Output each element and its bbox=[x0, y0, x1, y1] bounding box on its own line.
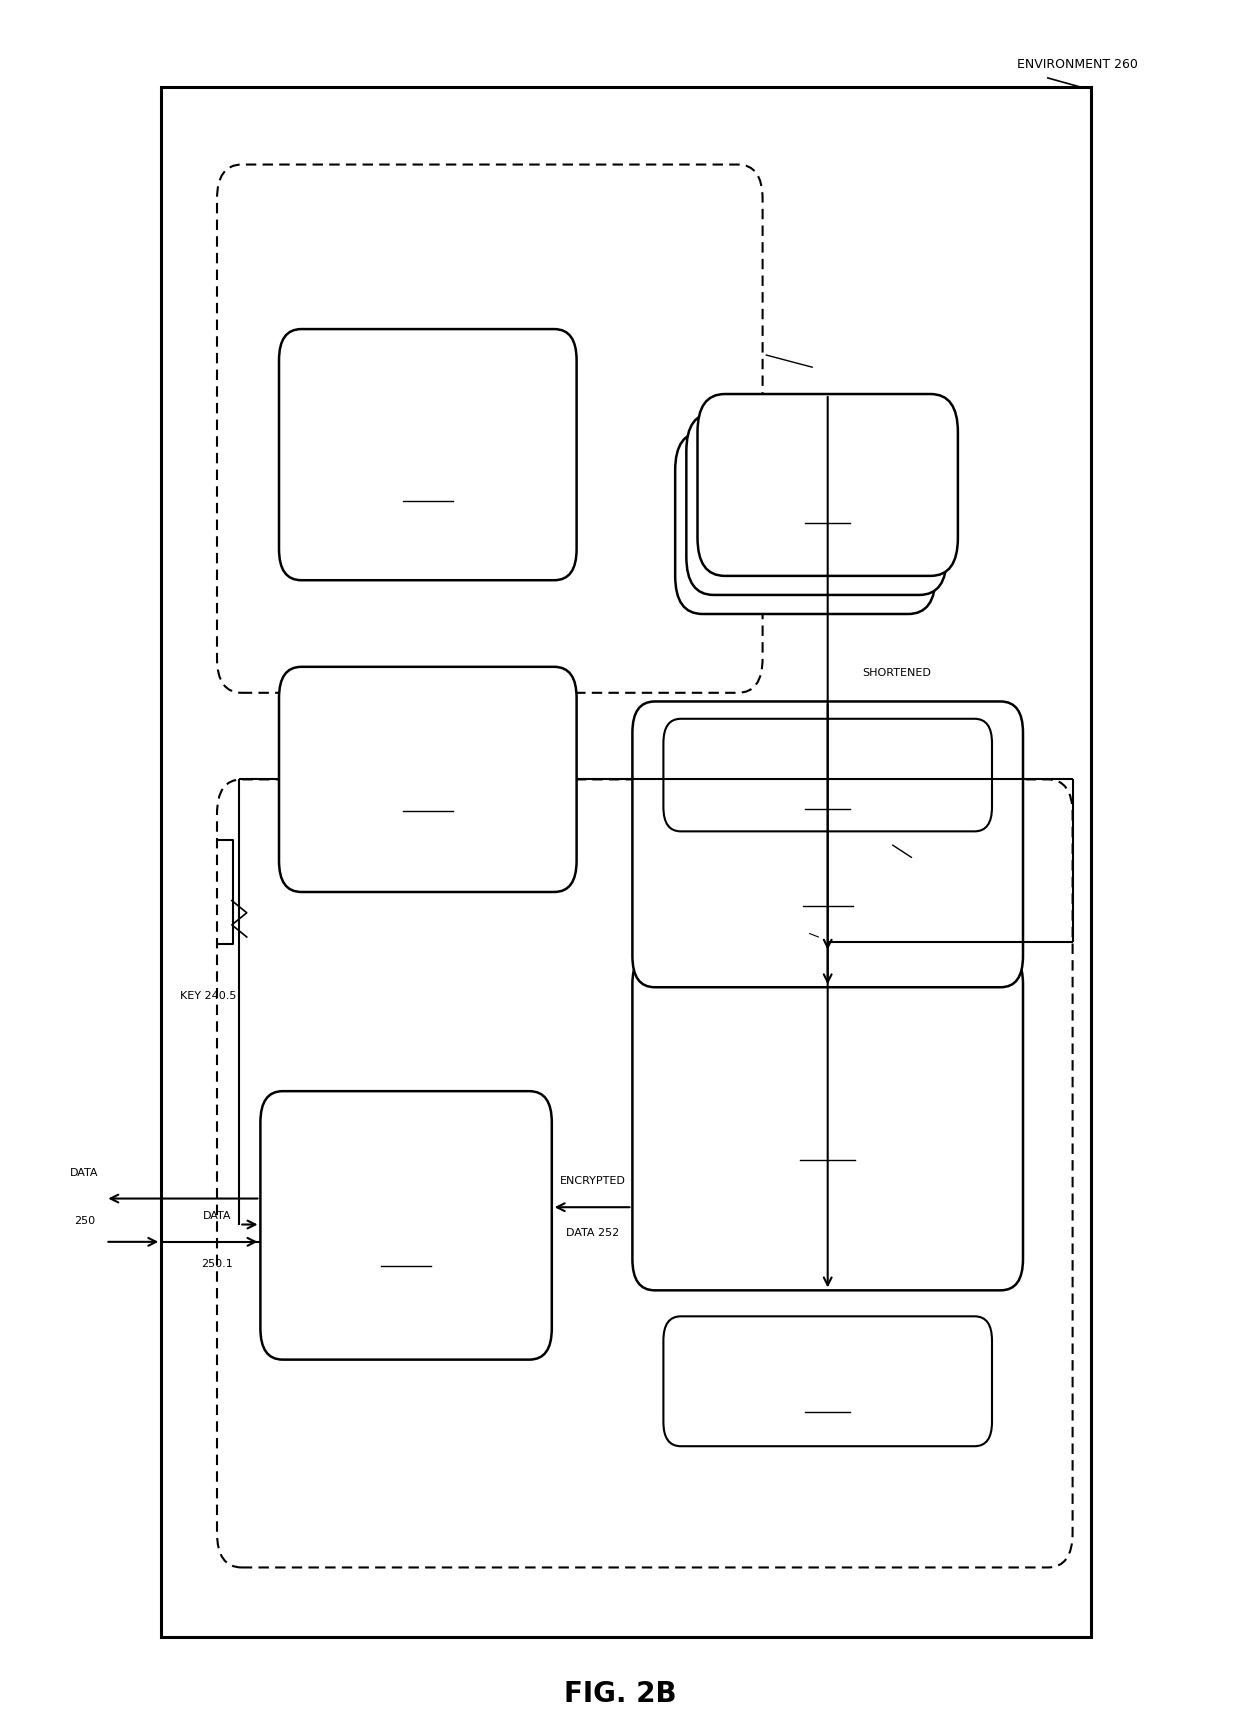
Bar bbox=[161, 87, 1091, 1637]
Text: CONFIG. INFO: CONFIG. INFO bbox=[785, 746, 870, 760]
Text: FLAGGED SENSITIVE: FLAGGED SENSITIVE bbox=[363, 404, 492, 417]
FancyBboxPatch shape bbox=[632, 953, 1023, 1290]
Text: DECODER MODULE: DECODER MODULE bbox=[768, 838, 888, 852]
FancyBboxPatch shape bbox=[279, 329, 577, 580]
Text: PCM DIMM
(memory)
210: PCM DIMM (memory) 210 bbox=[843, 391, 909, 440]
Text: 212: 212 bbox=[415, 475, 440, 488]
Text: FIG. 2B: FIG. 2B bbox=[564, 1680, 676, 1708]
Text: ~KEY 240.4: ~KEY 240.4 bbox=[812, 920, 878, 930]
FancyBboxPatch shape bbox=[663, 719, 992, 831]
Text: KEY SPACE: KEY SPACE bbox=[394, 741, 461, 755]
FancyBboxPatch shape bbox=[260, 1091, 552, 1360]
Text: ~ REORDERED: ~ REORDERED bbox=[862, 982, 945, 992]
Text: 214: 214 bbox=[415, 781, 440, 795]
Text: 232: 232 bbox=[816, 495, 839, 509]
Text: ENCRYPTION/: ENCRYPTION/ bbox=[365, 1166, 448, 1179]
Text: 250: 250 bbox=[73, 1216, 95, 1226]
Text: 226: 226 bbox=[816, 1382, 839, 1396]
Text: LDPC ENCODER/: LDPC ENCODER/ bbox=[776, 807, 879, 821]
Text: INTERLEAVER MODULE: INTERLEAVER MODULE bbox=[756, 1102, 899, 1115]
Text: 250.1: 250.1 bbox=[201, 1259, 233, 1270]
Text: ENVIRONMENT 260: ENVIRONMENT 260 bbox=[1017, 57, 1137, 71]
Text: SHORTENED: SHORTENED bbox=[862, 669, 931, 679]
FancyBboxPatch shape bbox=[663, 1316, 992, 1446]
FancyBboxPatch shape bbox=[632, 701, 1023, 987]
Text: CONFIG. INFO: CONFIG. INFO bbox=[785, 1346, 870, 1360]
FancyBboxPatch shape bbox=[697, 395, 957, 575]
Text: DATA: DATA bbox=[203, 1211, 231, 1221]
Text: BITS 254: BITS 254 bbox=[862, 1022, 911, 1032]
Text: DATA: DATA bbox=[412, 435, 444, 449]
Text: PCIe PCM
(storage)
220: PCIe PCM (storage) 220 bbox=[893, 840, 951, 887]
Text: KEY 240.5: KEY 240.5 bbox=[180, 991, 236, 1001]
Text: ~CODEWORD 256: ~CODEWORD 256 bbox=[862, 710, 963, 721]
FancyBboxPatch shape bbox=[217, 165, 763, 693]
Text: 228: 228 bbox=[816, 878, 839, 892]
FancyBboxPatch shape bbox=[687, 414, 947, 596]
FancyBboxPatch shape bbox=[675, 433, 935, 615]
Text: ENCRYPTED: ENCRYPTED bbox=[559, 1176, 626, 1186]
Text: 230: 230 bbox=[816, 779, 839, 793]
FancyBboxPatch shape bbox=[217, 779, 1073, 1567]
Text: DATA 252: DATA 252 bbox=[567, 1228, 619, 1238]
Text: 222: 222 bbox=[394, 1238, 418, 1252]
FancyBboxPatch shape bbox=[279, 667, 577, 892]
Text: PCM: PCM bbox=[815, 457, 841, 471]
Text: DECRYPTION MODULE: DECRYPTION MODULE bbox=[337, 1197, 475, 1211]
Text: DATA: DATA bbox=[71, 1167, 98, 1178]
Text: 224: 224 bbox=[816, 1133, 839, 1147]
